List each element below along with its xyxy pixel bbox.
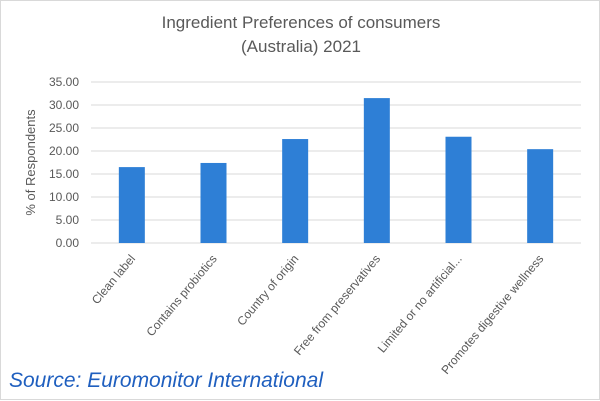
bar [445,136,472,243]
y-tick-label: 15.00 [49,167,79,181]
chart-title-line-2: (Australia) 2021 [240,37,361,56]
y-axis-title: % of Respondents [23,109,38,216]
y-tick-label: 5.00 [56,213,80,227]
bar [118,167,145,243]
y-tick-label: 30.00 [49,98,79,112]
bar [527,149,554,243]
x-tick-label: Limited or no artificial... [375,252,465,356]
y-tick-label: 20.00 [49,144,79,158]
source-note: Source: Euromonitor International [9,369,324,392]
bar [282,139,309,243]
y-tick-label: 0.00 [56,236,80,250]
y-tick-label: 25.00 [49,121,79,135]
bar [200,162,227,243]
x-tick-label: Clean label [89,252,138,307]
y-tick-label: 10.00 [49,190,79,204]
bar [363,98,390,243]
x-tick-label: Free from preservatives [291,252,383,358]
x-tick-label: Country of origin [234,252,301,328]
chart-title: Ingredient Preferences of consumers (Aus… [1,11,600,59]
x-tick-label: Contains probiotics [143,252,219,339]
chart-title-line-1: Ingredient Preferences of consumers [161,13,441,32]
y-tick-label: 35.00 [49,75,79,89]
